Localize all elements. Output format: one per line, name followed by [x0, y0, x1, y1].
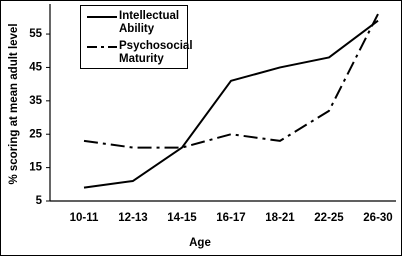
series-line	[83, 13, 379, 149]
y-tick-label: 25	[29, 128, 42, 140]
y-tick-label: 15	[29, 162, 42, 174]
x-tick-label: 12-13	[118, 212, 147, 224]
y-tick-label: 55	[29, 28, 42, 40]
y-tick-label: 35	[29, 95, 42, 107]
x-tick-label: 26-30	[363, 212, 392, 224]
y-axis-label: % scoring at mean adult level	[8, 23, 20, 184]
legend-swatch	[87, 46, 117, 48]
legend-label: Intellectual Ability	[119, 10, 180, 35]
x-tick-label: 16-17	[216, 212, 245, 224]
x-tick-label: 10-11	[70, 212, 99, 224]
legend: Intellectual Ability Psychosocial Maturit…	[80, 5, 193, 69]
y-tick-label: 45	[29, 61, 42, 73]
x-tick-label: 22-25	[314, 212, 344, 224]
series-line	[83, 19, 379, 189]
x-tick-label: 18-21	[265, 212, 295, 224]
legend-label: Psychosocial Maturity	[119, 40, 193, 65]
x-axis-label: Age	[189, 237, 211, 249]
x-tick-label: 14-15	[167, 212, 197, 224]
y-tick-label: 5	[36, 195, 43, 207]
legend-swatch	[87, 16, 117, 18]
